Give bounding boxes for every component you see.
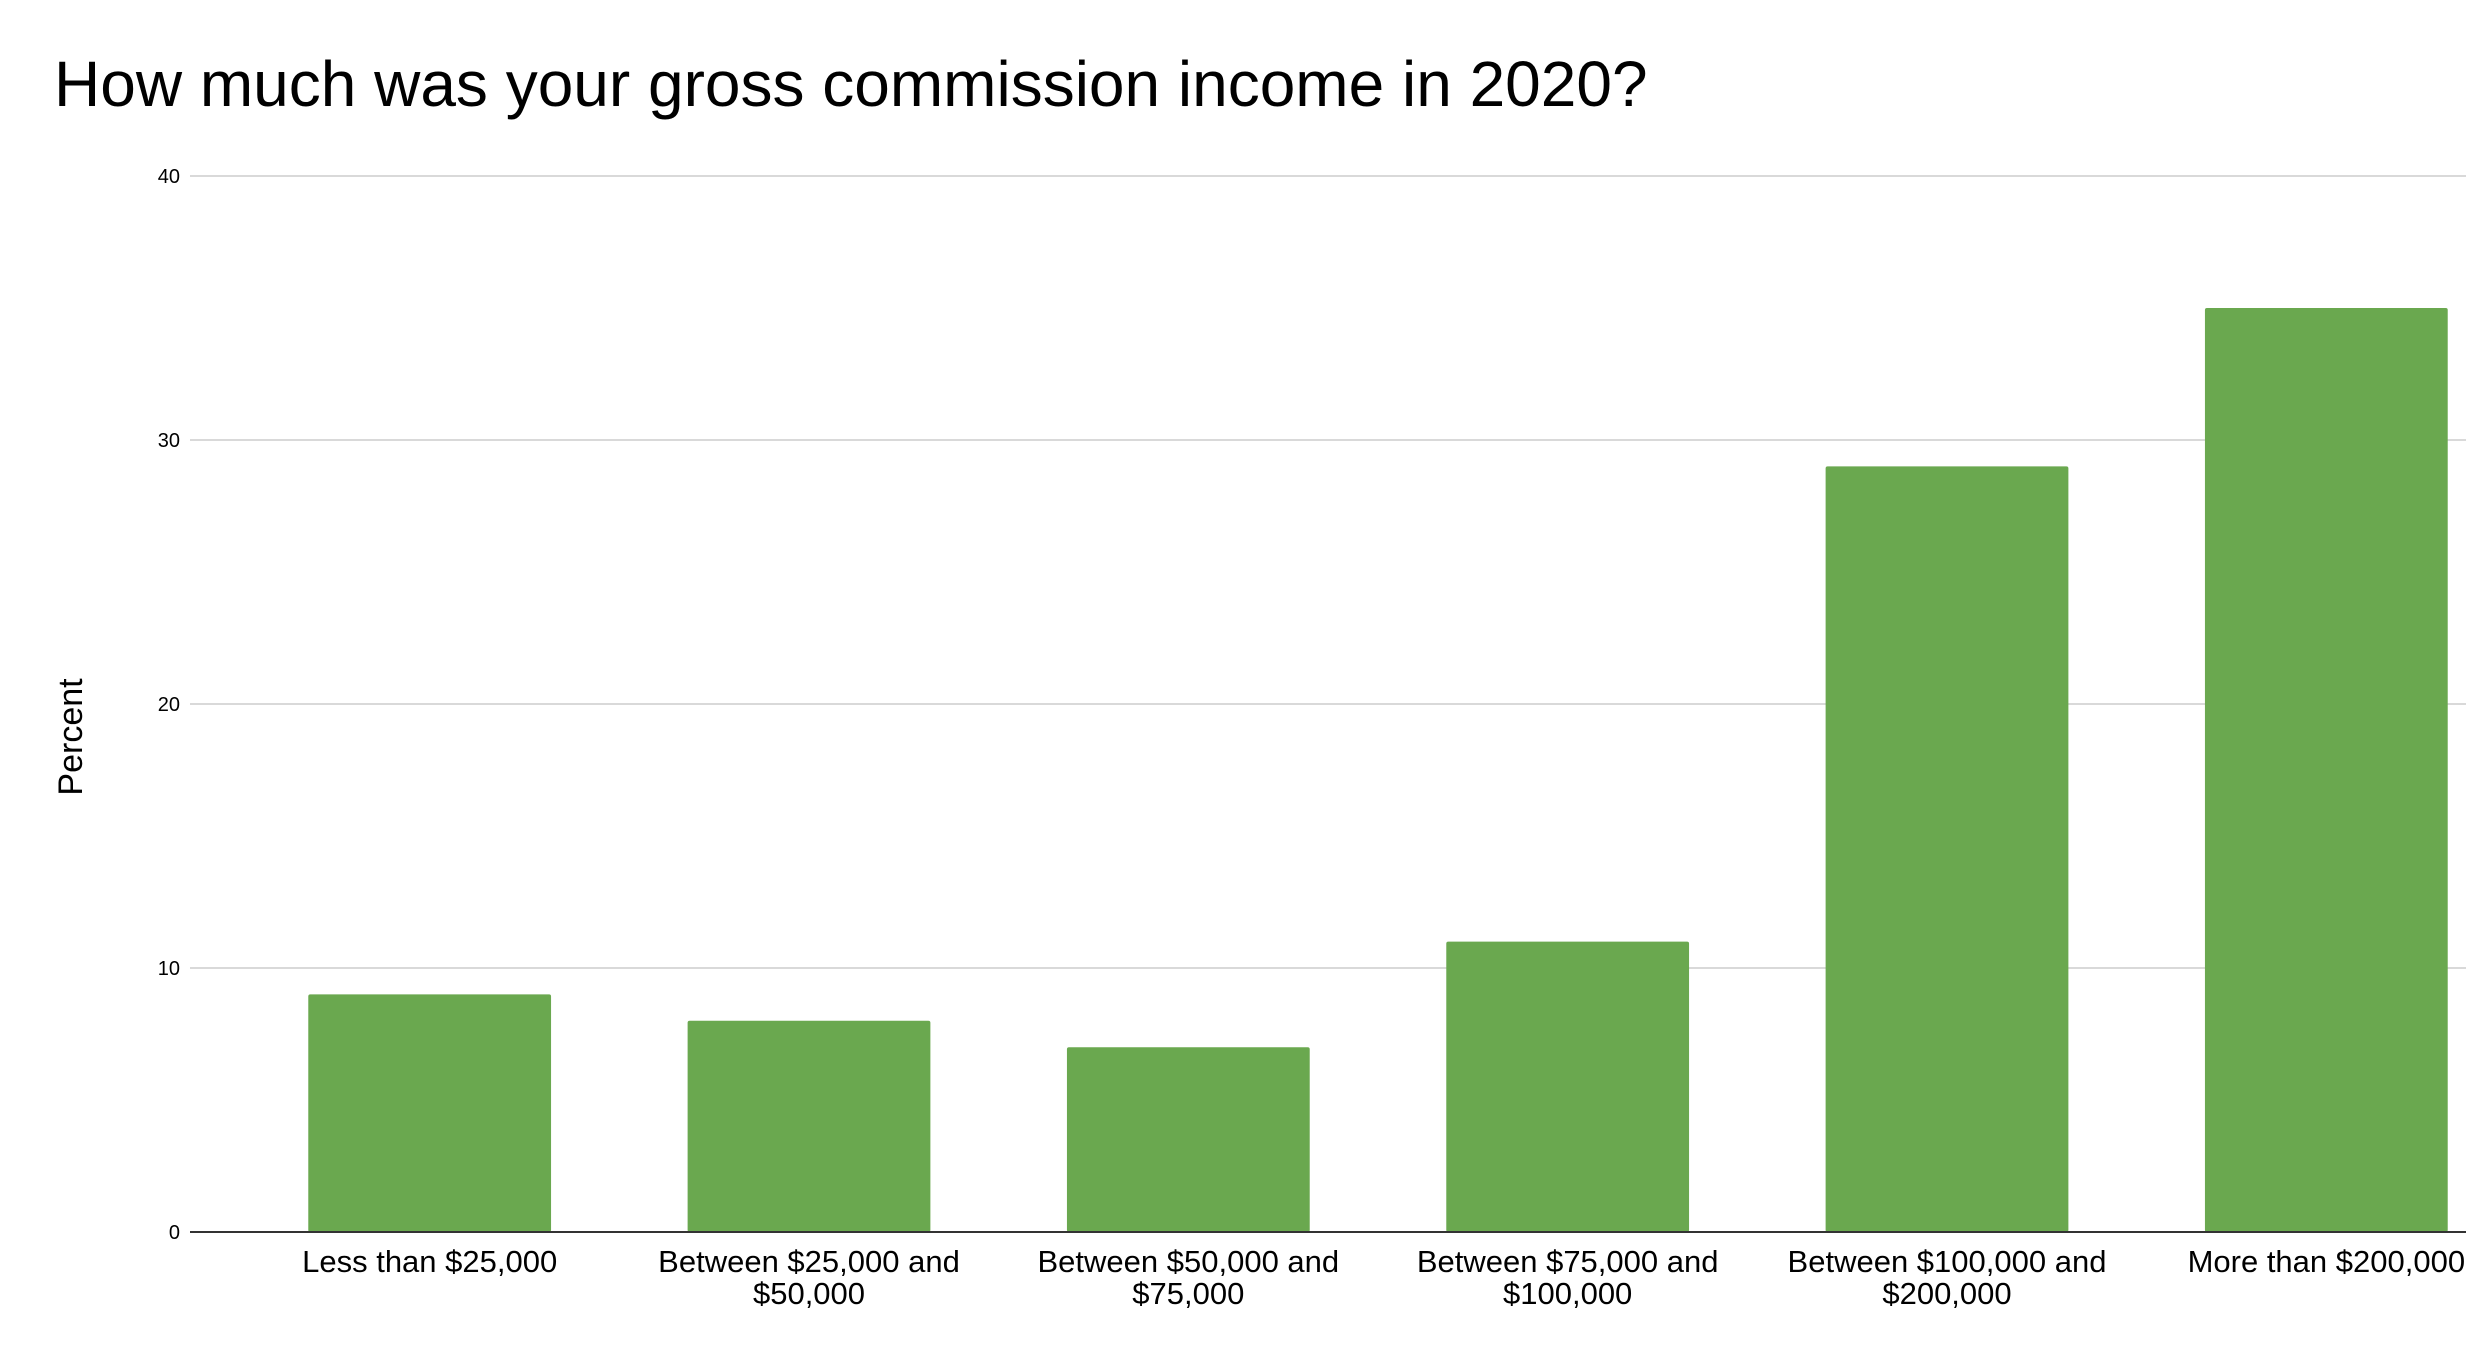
x-tick-label-line: Between $100,000 and [1788, 1244, 2107, 1279]
bar [1825, 466, 2069, 1232]
x-tick-label: Between $50,000 and $75,000 [1038, 1244, 1340, 1311]
y-tick-label: 40 [158, 166, 180, 188]
bar [2204, 308, 2448, 1232]
y-tick-label: 20 [158, 694, 180, 716]
grid-lines [190, 175, 2466, 969]
y-axis-tick-labels: 0 10 20 30 40 [158, 166, 180, 1244]
bar [308, 994, 552, 1232]
y-tick-label: 10 [158, 958, 180, 980]
x-tick-label-line: $75,000 [1132, 1276, 1244, 1311]
x-tick-label-line: $50,000 [753, 1276, 865, 1311]
x-tick-label-line: Less than $25,000 [302, 1244, 557, 1279]
x-tick-label: Between $100,000 and $200,000 [1788, 1244, 2107, 1311]
x-tick-label-line: $100,000 [1503, 1276, 1632, 1311]
x-tick-label: Between $25,000 and $50,000 [658, 1244, 960, 1311]
bar [1446, 941, 1690, 1232]
y-axis-label: Percent [52, 678, 90, 796]
chart-title: How much was your gross commission incom… [54, 48, 1648, 120]
x-tick-label-line: Between $50,000 and [1038, 1244, 1340, 1279]
y-tick-label: 0 [169, 1222, 180, 1244]
x-tick-label: Less than $25,000 [302, 1244, 557, 1279]
x-tick-label: More than $200,000 [2188, 1244, 2466, 1279]
bar [1066, 1047, 1310, 1232]
x-tick-label-line: Between $75,000 and [1417, 1244, 1719, 1279]
x-tick-label: Between $75,000 and $100,000 [1417, 1244, 1719, 1311]
bar [687, 1020, 931, 1232]
x-tick-label-line: More than $200,000 [2188, 1244, 2466, 1279]
x-axis-tick-labels: Less than $25,000 Between $25,000 and $50,… [302, 1244, 2465, 1311]
bars [308, 308, 2448, 1232]
x-tick-label-line: $200,000 [1882, 1276, 2011, 1311]
y-tick-label: 30 [158, 430, 180, 452]
x-tick-label-line: Between $25,000 and [658, 1244, 960, 1279]
